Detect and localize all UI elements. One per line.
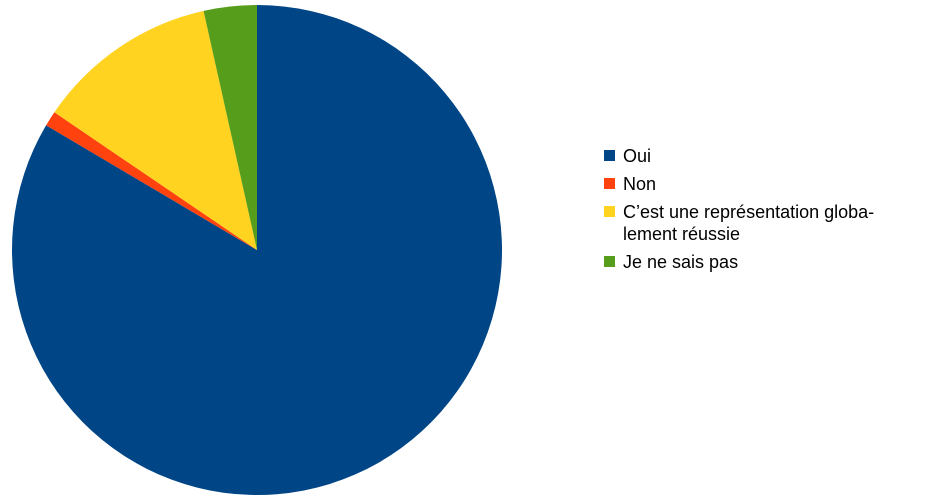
chart-legend: Oui Non C’est une représentation globa- … xyxy=(604,145,934,279)
pie-slice-3 xyxy=(203,5,257,250)
legend-swatch-non xyxy=(604,178,615,189)
legend-item-non: Non xyxy=(604,173,934,195)
pie-slice-0 xyxy=(11,5,502,495)
legend-label-non: Non xyxy=(623,174,657,194)
legend-label-je-ne-sais-pas: Je ne sais pas xyxy=(623,252,739,272)
legend-swatch-representation-reussie xyxy=(604,206,615,217)
legend-label-representation-reussie: C’est une représentation globa- lement r… xyxy=(623,201,874,245)
legend-item-je-ne-sais-pas: Je ne sais pas xyxy=(604,251,934,273)
legend-label-line-1: C’est une représentation globa- xyxy=(623,202,875,222)
pie-slice-2 xyxy=(54,10,258,251)
pie-slice-1 xyxy=(46,112,258,250)
legend-item-oui: Oui xyxy=(604,145,934,167)
legend-item-representation-reussie: C’est une représentation globa- lement r… xyxy=(604,201,934,245)
legend-label-oui: Oui xyxy=(623,146,652,166)
legend-swatch-je-ne-sais-pas xyxy=(604,256,615,267)
legend-swatch-oui xyxy=(604,150,615,161)
legend-label-line-2: lement réussie xyxy=(623,224,741,244)
pie-chart xyxy=(11,5,502,495)
